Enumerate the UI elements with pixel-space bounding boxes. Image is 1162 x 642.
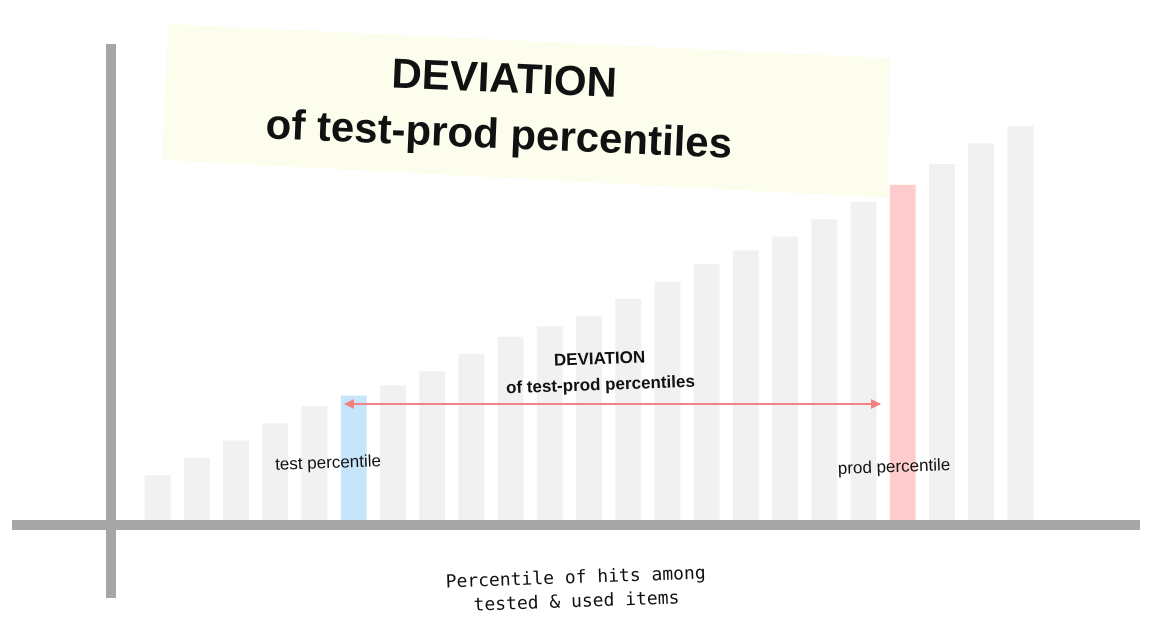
- bar: [223, 440, 249, 520]
- bar: [850, 202, 877, 520]
- bar: [654, 281, 681, 520]
- y-axis: [106, 44, 116, 598]
- prod-percentile-bar: [889, 184, 916, 521]
- title-highlight: [162, 24, 890, 198]
- bar: [497, 336, 524, 520]
- bar: [811, 219, 838, 521]
- bar: [968, 143, 995, 521]
- bar: [183, 457, 210, 520]
- prod-percentile-label: prod percentile: [837, 455, 950, 478]
- bar: [1007, 126, 1034, 520]
- bar: [458, 354, 485, 520]
- bar: [772, 236, 798, 520]
- bars-group: [144, 126, 1034, 521]
- x-axis-label: Percentile of hits among tested & used i…: [445, 562, 706, 615]
- test-percentile-label: test percentile: [275, 451, 381, 474]
- bar: [301, 405, 328, 520]
- bar: [536, 326, 563, 520]
- test-percentile-bar: [340, 395, 367, 520]
- bar: [615, 298, 642, 520]
- bar: [419, 371, 446, 520]
- bar: [576, 316, 602, 520]
- x-axis-label-line-2: tested & used items: [473, 587, 680, 615]
- bar: [929, 164, 955, 520]
- bar: [732, 250, 759, 520]
- x-axis: [12, 520, 1140, 530]
- title-line-1: DEVIATION: [391, 49, 618, 105]
- bar: [693, 264, 720, 520]
- bar: [262, 423, 289, 520]
- bar: [380, 385, 406, 520]
- arrow-label-line-1: DEVIATION: [554, 347, 646, 369]
- bar: [144, 475, 171, 520]
